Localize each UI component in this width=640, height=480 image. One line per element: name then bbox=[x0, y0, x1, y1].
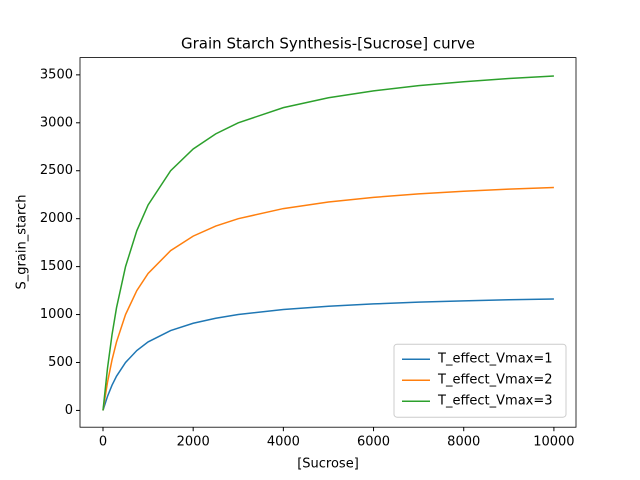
legend-label: T_effect_Vmax=1 bbox=[437, 352, 553, 367]
legend-label: T_effect_Vmax=3 bbox=[437, 394, 553, 409]
x-tick-label: 4000 bbox=[267, 435, 300, 450]
legend-label: T_effect_Vmax=2 bbox=[437, 373, 553, 388]
y-tick-label: 2500 bbox=[40, 163, 73, 178]
x-axis-label: [Sucrose] bbox=[297, 457, 359, 472]
x-tick-label: 6000 bbox=[357, 435, 390, 450]
y-tick-label: 1500 bbox=[40, 259, 73, 274]
y-tick-label: 3500 bbox=[40, 67, 73, 82]
y-tick-label: 2000 bbox=[40, 211, 73, 226]
legend-box bbox=[393, 343, 567, 418]
x-tick-label: 10000 bbox=[533, 435, 574, 450]
plot-frame bbox=[79, 57, 577, 428]
line-series bbox=[102, 298, 554, 411]
chart-title: Grain Starch Synthesis-[Sucrose] curve bbox=[181, 35, 475, 53]
x-tick-label: 8000 bbox=[447, 435, 480, 450]
x-tick-label: 2000 bbox=[177, 435, 210, 450]
y-tick-label: 1000 bbox=[40, 307, 73, 322]
y-axis-label: S_grain_starch bbox=[15, 195, 30, 290]
line-series bbox=[102, 75, 554, 411]
y-tick-label: 3000 bbox=[40, 115, 73, 130]
x-tick-label: 0 bbox=[99, 435, 107, 450]
y-tick-label: 500 bbox=[48, 355, 73, 370]
line-series bbox=[102, 186, 554, 411]
y-tick-label: 0 bbox=[65, 403, 73, 418]
